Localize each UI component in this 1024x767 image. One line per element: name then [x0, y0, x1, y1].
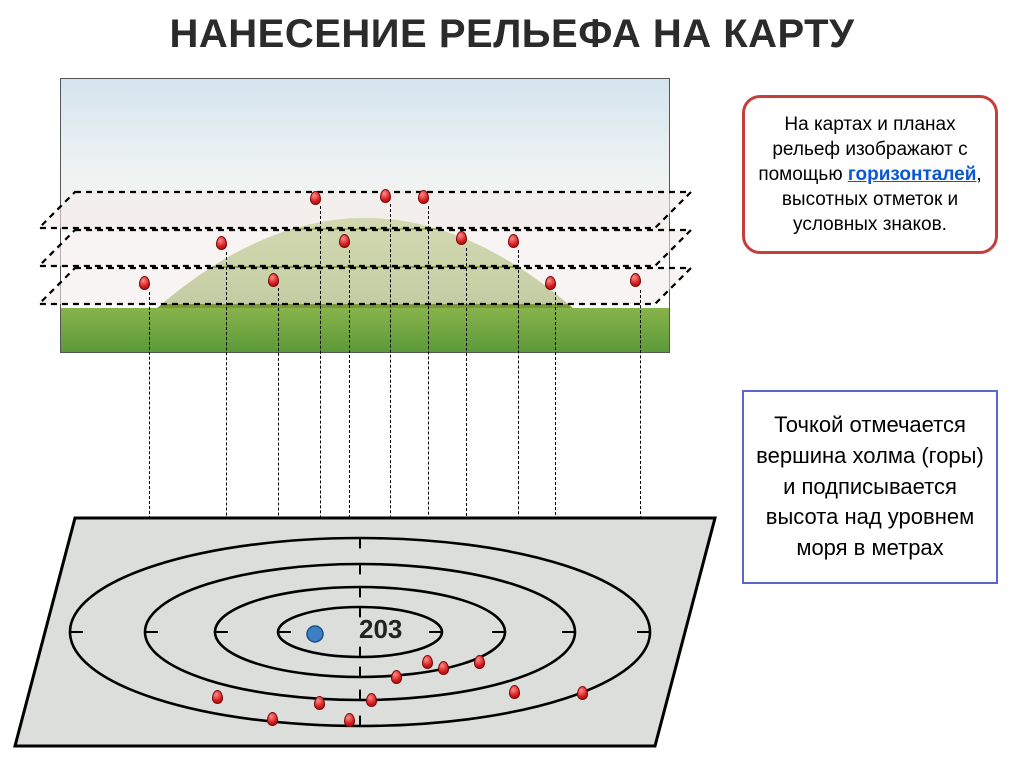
hill-marker [216, 236, 227, 250]
hill-marker [418, 190, 429, 204]
info-box-contours: На картах и планах рельеф изображают с п… [742, 95, 998, 254]
hill-marker [139, 276, 150, 290]
contour-marker [422, 655, 433, 669]
info-box-peak: Точкой отмечается вершина холма (горы) и… [742, 390, 998, 584]
info-text: Точкой отмечается вершина холма (горы) и… [756, 412, 984, 560]
contour-marker [577, 686, 588, 700]
slicing-plane [35, 264, 695, 308]
hill-marker [268, 273, 279, 287]
topographic-plate: 203 [15, 488, 715, 748]
hill-marker [380, 189, 391, 203]
keyword-horizontals: горизонталей [848, 164, 977, 185]
hill-marker [508, 234, 519, 248]
hill-marker [456, 231, 467, 245]
contour-marker [474, 655, 485, 669]
hill-marker [339, 234, 350, 248]
contour-marker [267, 712, 278, 726]
contour-marker [509, 685, 520, 699]
contour-marker [314, 696, 325, 710]
contour-marker [366, 693, 377, 707]
contour-marker [391, 670, 402, 684]
hill-marker [310, 191, 321, 205]
grass-bg [61, 308, 669, 352]
hill-marker [545, 276, 556, 290]
elevation-label: 203 [359, 614, 402, 645]
contour-marker [344, 713, 355, 727]
page-title: НАНЕСЕНИЕ РЕЛЬЕФА НА КАРТУ [0, 0, 1024, 65]
hill-marker [630, 273, 641, 287]
illustration-area: 203 [15, 78, 715, 748]
contour-marker [438, 661, 449, 675]
contour-marker [212, 690, 223, 704]
